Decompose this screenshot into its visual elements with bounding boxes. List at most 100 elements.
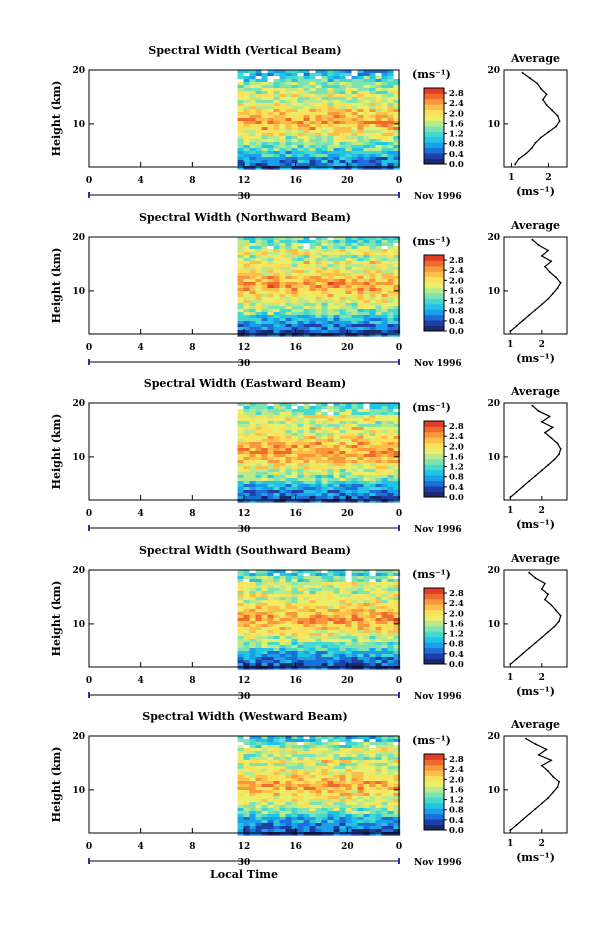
heatmap-cell: [333, 627, 341, 631]
heatmap-gap: [303, 243, 311, 247]
heatmap-cell: [267, 739, 275, 743]
heatmap-cell: [393, 294, 401, 298]
heatmap-cell: [303, 306, 311, 310]
heatmap-cell: [237, 651, 245, 655]
heatmap-cell: [393, 499, 401, 503]
heatmap-cell: [381, 799, 389, 803]
heatmap-cell: [369, 499, 377, 503]
heatmap-cell: [339, 249, 347, 253]
heatmap-cell: [387, 657, 395, 661]
heatmap-cell: [249, 457, 257, 461]
heatmap-cell: [351, 412, 359, 416]
heatmap-cell: [315, 139, 323, 143]
colorbar-segment: [424, 604, 444, 611]
heatmap-cell: [243, 406, 251, 410]
heatmap-cell: [273, 817, 281, 821]
heatmap-cell: [345, 618, 353, 622]
heatmap-cell: [273, 757, 281, 761]
heatmap-cell: [375, 754, 383, 758]
heatmap-cell: [357, 321, 365, 325]
heatmap-gap: [309, 403, 317, 407]
heatmap-cell: [393, 775, 401, 779]
heatmap-cell: [297, 630, 305, 634]
heatmap-cell: [273, 282, 281, 286]
heatmap-cell: [357, 463, 365, 467]
heatmap-cell: [375, 124, 383, 128]
heatmap-cell: [255, 151, 263, 155]
heatmap-cell: [363, 273, 371, 277]
heatmap-cell: [327, 85, 335, 89]
heatmap-cell: [327, 315, 335, 319]
heatmap-cell: [309, 288, 317, 292]
heatmap-cell: [255, 279, 263, 283]
heatmap-cell: [255, 94, 263, 98]
heatmap-cell: [345, 478, 353, 482]
heatmap-cell: [357, 814, 365, 818]
heatmap-cell: [339, 463, 347, 467]
heatmap-cell: [345, 481, 353, 485]
heatmap-cell: [333, 258, 341, 262]
heatmap-cell: [237, 793, 245, 797]
heatmap-cell: [279, 309, 287, 313]
heatmap-cell: [279, 597, 287, 601]
heatmap-cell: [357, 793, 365, 797]
heatmap-cell: [249, 460, 257, 464]
average-profile-point: [522, 818, 524, 821]
heatmap-cell: [249, 742, 257, 746]
average-title: Average: [510, 718, 560, 731]
heatmap-cell: [369, 94, 377, 98]
heatmap-cell: [261, 463, 269, 467]
heatmap-cell: [333, 633, 341, 637]
heatmap-cell: [273, 484, 281, 488]
heatmap-cell: [363, 591, 371, 595]
heatmap-cell: [387, 736, 395, 740]
heatmap-cell: [339, 315, 347, 319]
heatmap-cell: [369, 600, 377, 604]
heatmap-cell: [339, 424, 347, 428]
heatmap-cell: [375, 663, 383, 667]
heatmap-cell: [297, 651, 305, 655]
heatmap-cell: [327, 814, 335, 818]
heatmap-cell: [369, 630, 377, 634]
heatmap-cell: [285, 276, 293, 280]
heatmap-cell: [393, 802, 401, 806]
heatmap-cell: [261, 252, 269, 256]
heatmap-cell: [375, 297, 383, 301]
heatmap-cell: [297, 133, 305, 137]
heatmap-cell: [255, 91, 263, 95]
heatmap-cell: [387, 294, 395, 298]
heatmap-cell: [393, 433, 401, 437]
heatmap-cell: [279, 412, 287, 416]
heatmap-cell: [285, 124, 293, 128]
heatmap-cell: [375, 409, 383, 413]
heatmap-cell: [237, 127, 245, 131]
heatmap-cell: [243, 85, 251, 89]
panel-title: Spectral Width (Southward Beam): [139, 544, 351, 557]
heatmap-cell: [285, 766, 293, 770]
heatmap-cell: [393, 252, 401, 256]
heatmap-cell: [243, 436, 251, 440]
heatmap-cell: [363, 454, 371, 458]
heatmap-cell: [393, 582, 401, 586]
heatmap-cell: [381, 636, 389, 640]
heatmap-cell: [255, 814, 263, 818]
heatmap-cell: [369, 829, 377, 833]
heatmap-cell: [249, 496, 257, 500]
heatmap-cell: [369, 490, 377, 494]
heatmap-cell: [357, 300, 365, 304]
heatmap-cell: [357, 85, 365, 89]
heatmap-cell: [363, 249, 371, 253]
heatmap-cell: [345, 754, 353, 758]
heatmap-cell: [339, 442, 347, 446]
heatmap-cell: [327, 469, 335, 473]
heatmap-cell: [327, 582, 335, 586]
heatmap-cell: [279, 82, 287, 86]
heatmap-cell: [327, 573, 335, 577]
heatmap-cell: [237, 663, 245, 667]
heatmap-cell: [357, 472, 365, 476]
heatmap-cell: [267, 258, 275, 262]
heatmap-cell: [357, 442, 365, 446]
heatmap-cell: [285, 445, 293, 449]
heatmap-cell: [333, 585, 341, 589]
heatmap-cell: [255, 463, 263, 467]
